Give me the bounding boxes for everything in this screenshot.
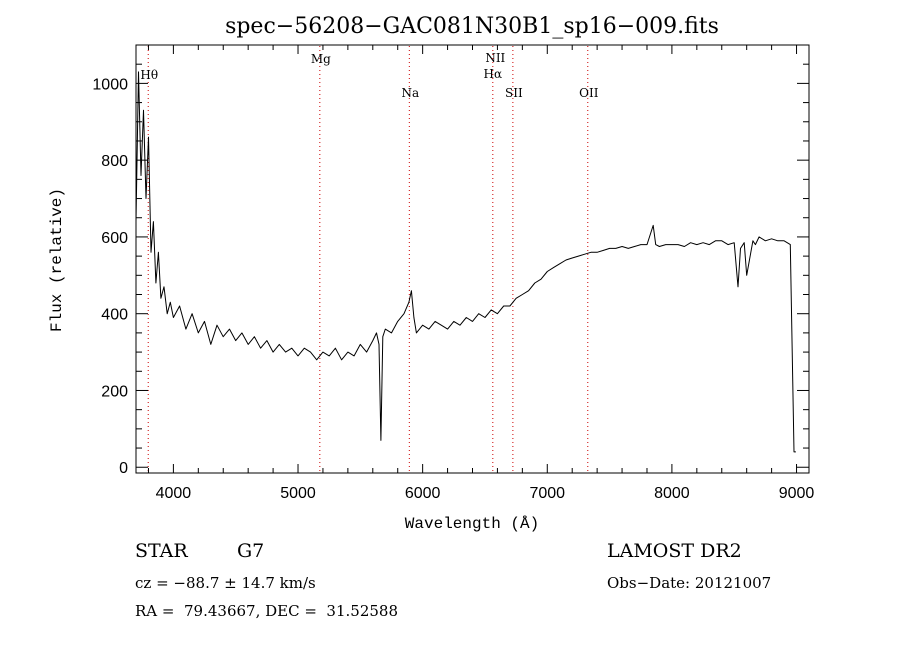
axis-ticks: 4000 5000 6000 7000 8000 9000 0 200 400 600 800 100… [92,45,814,502]
spectrum-series [135,71,796,453]
x-tick-label: 8000 [654,485,690,502]
spectral-line-label: OII [579,86,599,100]
y-tick-label: 1000 [92,76,128,93]
observation-date: Obs−Date: 20121007 [607,574,772,592]
x-tick-label: 7000 [529,485,565,502]
x-axis-label: Wavelength (Å) [405,515,539,533]
plot-frame [135,44,810,474]
chart-title: spec−56208−GAC081N30B1_sp16−009.fits [225,14,719,39]
spectral-line-label: NII [485,51,505,65]
object-subclass: G7 [237,540,265,562]
y-axis-label: Flux (relative) [48,188,66,332]
object-type: STAR [135,540,188,562]
x-tick-label: 5000 [280,485,316,502]
y-tick-label: 600 [101,230,128,247]
y-tick-label: 800 [101,153,128,170]
y-tick-label: 0 [119,460,128,477]
spectral-line-label: Hα [484,67,503,81]
spectral-line-label: Mg [311,52,331,66]
coordinates: RA = 79.43667, DEC = 31.52588 [135,602,399,620]
x-tick-label: 6000 [405,485,441,502]
x-tick-label: 9000 [779,485,815,502]
y-tick-label: 200 [101,383,128,400]
y-tick-label: 400 [101,307,128,324]
spectral-line-label: Hθ [140,68,158,82]
spectral-line-label: SII [505,86,523,100]
x-tick-label: 4000 [156,485,192,502]
redshift-velocity: cz = −88.7 ± 14.7 km/s [135,574,316,592]
spectrum-line [135,71,796,453]
spectral-line-label: Na [401,86,419,100]
survey-name: LAMOST DR2 [607,540,742,562]
